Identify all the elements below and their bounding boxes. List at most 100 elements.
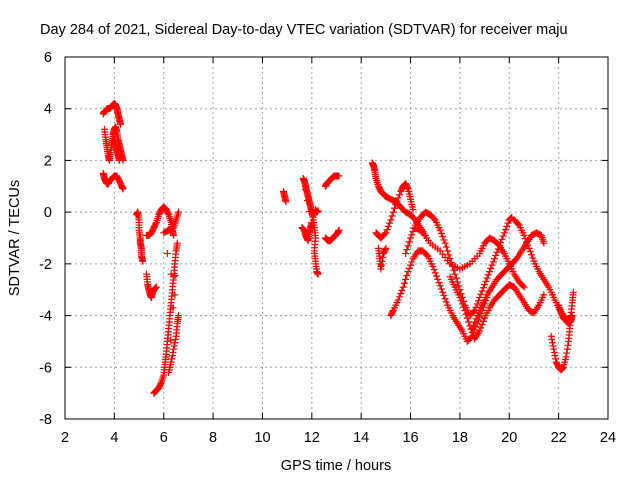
grid-lines: [65, 57, 608, 419]
x-tick-label: 2: [61, 430, 69, 446]
data-point: [432, 272, 440, 280]
data-point: [404, 268, 412, 276]
data-point: [117, 120, 125, 128]
data-point: [488, 261, 496, 269]
data-point: [477, 290, 485, 298]
y-tick-label: 0: [44, 205, 52, 221]
data-point: [462, 310, 470, 318]
data-point: [521, 235, 529, 243]
y-axis-label: SDTVAR / TECUs: [7, 180, 23, 296]
data-point: [170, 231, 178, 239]
data-point: [403, 271, 411, 279]
data-point: [168, 352, 176, 360]
x-axis-label: GPS time / hours: [281, 458, 391, 474]
data-point: [526, 248, 534, 256]
data-point: [398, 286, 406, 294]
y-tick-label: -8: [39, 412, 52, 428]
data-point: [483, 274, 491, 282]
data-point: [486, 268, 494, 276]
data-point: [439, 288, 447, 296]
data-point: [164, 209, 172, 217]
data-point: [409, 206, 417, 214]
series-arc-i: [298, 175, 322, 278]
data-point: [314, 207, 322, 215]
data-point: [437, 285, 445, 293]
data-point: [481, 281, 489, 289]
data-point: [507, 215, 515, 223]
x-tick-label: 24: [600, 430, 616, 446]
data-point: [520, 231, 528, 239]
data-point: [552, 355, 560, 363]
data-point: [478, 287, 486, 295]
series-arc-d: [133, 208, 147, 265]
y-tick-label: 6: [44, 50, 52, 66]
plot-frame: [64, 56, 609, 420]
data-point: [465, 318, 473, 326]
data-point: [389, 308, 397, 316]
y-tick-label: 2: [44, 153, 52, 169]
data-point: [484, 271, 492, 279]
data-point: [474, 297, 482, 305]
data-point: [314, 270, 322, 278]
data-point: [387, 216, 395, 224]
data-point: [163, 250, 171, 258]
data-point: [394, 194, 402, 202]
data-point: [393, 197, 401, 205]
data-point: [442, 298, 450, 306]
data-point: [402, 275, 410, 283]
data-point: [559, 364, 567, 372]
data-point: [378, 257, 386, 265]
data-point: [175, 208, 183, 216]
x-tick-label: 16: [402, 430, 418, 446]
series-arc-m: [368, 159, 429, 239]
data-point: [452, 274, 460, 282]
series-arc-f: [142, 203, 178, 239]
data-point: [550, 345, 558, 353]
data-point: [381, 230, 389, 238]
data-point: [504, 219, 512, 227]
data-point: [519, 282, 527, 290]
data-point: [410, 224, 418, 232]
axis-ticks: [64, 56, 609, 420]
data-point: [442, 243, 450, 251]
data-point: [473, 300, 481, 308]
data-point: [392, 200, 400, 208]
x-tick-label: 12: [304, 430, 320, 446]
data-point: [405, 238, 413, 246]
data-point: [170, 342, 178, 350]
data-point: [430, 215, 438, 223]
data-point: [548, 339, 556, 347]
data-point: [445, 251, 453, 259]
data-point: [109, 144, 117, 151]
series-arc-n: [372, 180, 417, 242]
data-point: [492, 251, 500, 259]
series-arc-g: [150, 208, 183, 397]
data-point: [527, 251, 535, 259]
data-point: [451, 270, 459, 278]
data-point: [170, 345, 178, 353]
series-arc-h: [279, 187, 290, 206]
series-arc-e: [142, 270, 160, 301]
data-point: [540, 291, 548, 299]
series-arc-w: [555, 301, 576, 327]
data-point: [458, 300, 466, 308]
data-point: [400, 279, 408, 287]
data-point: [540, 239, 548, 247]
data-point: [523, 238, 531, 246]
data-point: [157, 380, 165, 388]
data-point: [487, 264, 495, 272]
data-point: [119, 185, 127, 193]
data-points: [99, 100, 577, 397]
y-tick-label: -4: [39, 309, 52, 325]
series-arc-j: [312, 206, 322, 216]
data-point: [431, 269, 439, 277]
data-point: [472, 303, 480, 311]
data-point: [525, 244, 533, 252]
data-point: [471, 318, 479, 326]
data-point: [169, 348, 177, 356]
data-point: [167, 336, 175, 344]
data-point: [434, 275, 442, 283]
data-point: [381, 246, 389, 254]
data-point: [173, 239, 181, 247]
data-point: [562, 353, 570, 361]
